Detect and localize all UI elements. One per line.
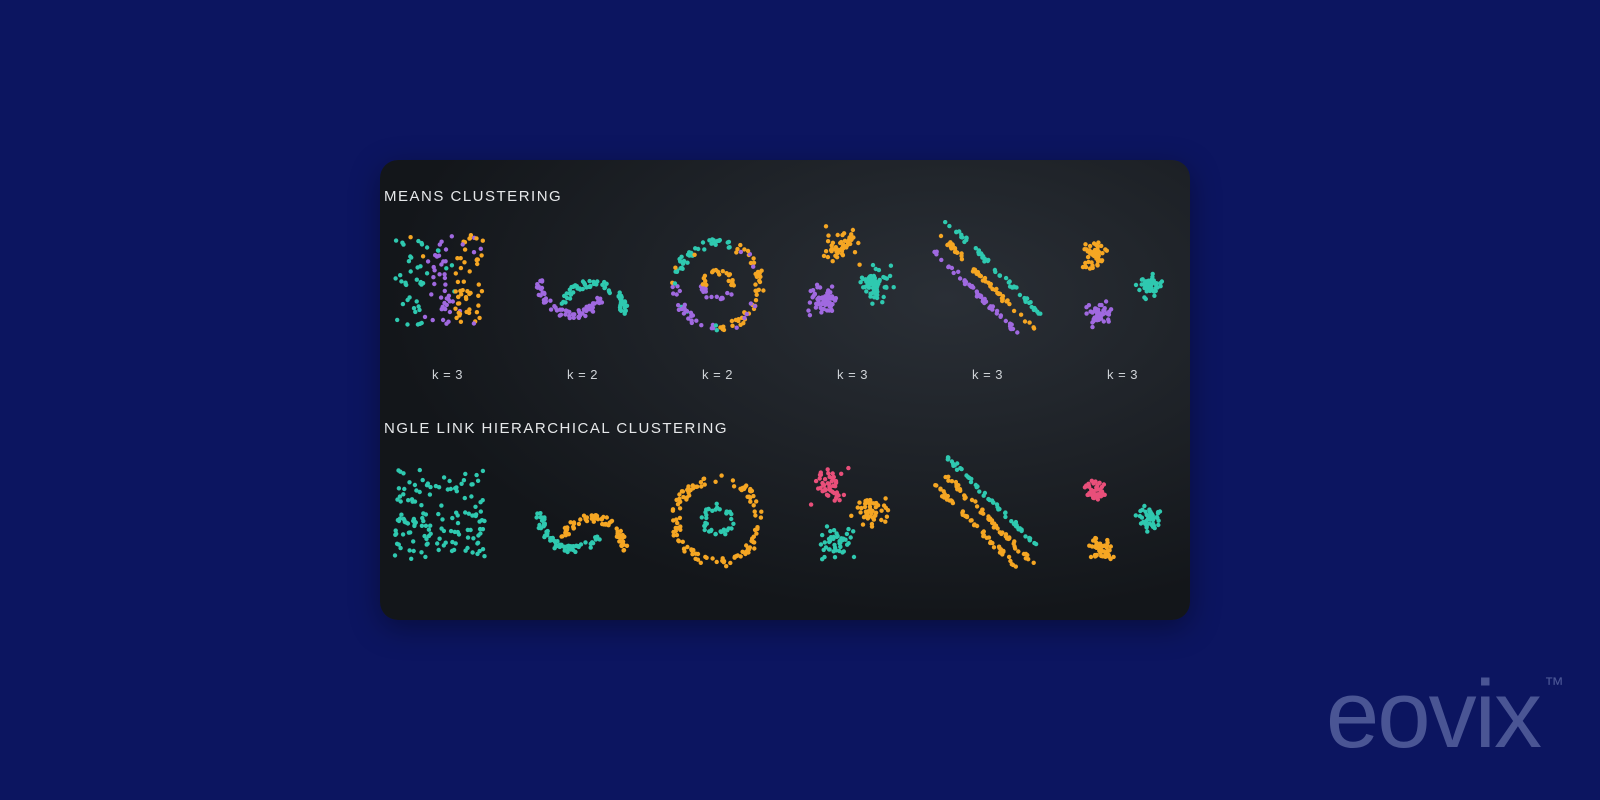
row2-title: NGLE LINK HIERARCHICAL CLUSTERING bbox=[384, 420, 728, 437]
logo-trademark: ™ bbox=[1544, 674, 1564, 696]
row-hierarchical bbox=[380, 455, 1190, 620]
k-label: k = 3 bbox=[1055, 367, 1190, 382]
scatter-cell bbox=[920, 455, 1055, 620]
scatter-plot bbox=[1055, 455, 1190, 590]
k-label: k = 3 bbox=[920, 367, 1055, 382]
scatter-cell: k = 3 bbox=[785, 220, 920, 390]
scatter-cell bbox=[1055, 455, 1190, 620]
scatter-cell bbox=[380, 455, 515, 620]
logo-text: eovix bbox=[1326, 661, 1540, 768]
scatter-cell bbox=[785, 455, 920, 620]
k-label: k = 2 bbox=[650, 367, 785, 382]
k-label: k = 3 bbox=[380, 367, 515, 382]
scatter-plot bbox=[650, 220, 785, 355]
scatter-cell: k = 3 bbox=[920, 220, 1055, 390]
scatter-plot bbox=[920, 455, 1055, 590]
row-kmeans: k = 3k = 2k = 2k = 3k = 3k = 3 bbox=[380, 220, 1190, 390]
scatter-plot bbox=[380, 455, 515, 590]
scatter-cell: k = 2 bbox=[515, 220, 650, 390]
scatter-plot bbox=[920, 220, 1055, 355]
scatter-plot bbox=[515, 220, 650, 355]
scatter-plot bbox=[785, 220, 920, 355]
k-label: k = 3 bbox=[785, 367, 920, 382]
scatter-plot bbox=[380, 220, 515, 355]
scatter-cell: k = 3 bbox=[1055, 220, 1190, 390]
scatter-plot bbox=[515, 455, 650, 590]
clustering-card: MEANS CLUSTERING NGLE LINK HIERARCHICAL … bbox=[380, 160, 1190, 620]
scatter-cell bbox=[515, 455, 650, 620]
scatter-cell bbox=[650, 455, 785, 620]
scatter-cell: k = 2 bbox=[650, 220, 785, 390]
scatter-plot bbox=[650, 455, 785, 590]
row1-title: MEANS CLUSTERING bbox=[384, 188, 562, 205]
scatter-plot bbox=[785, 455, 920, 590]
brand-logo: eovix™ bbox=[1326, 660, 1560, 770]
scatter-plot bbox=[1055, 220, 1190, 355]
scatter-cell: k = 3 bbox=[380, 220, 515, 390]
k-label: k = 2 bbox=[515, 367, 650, 382]
